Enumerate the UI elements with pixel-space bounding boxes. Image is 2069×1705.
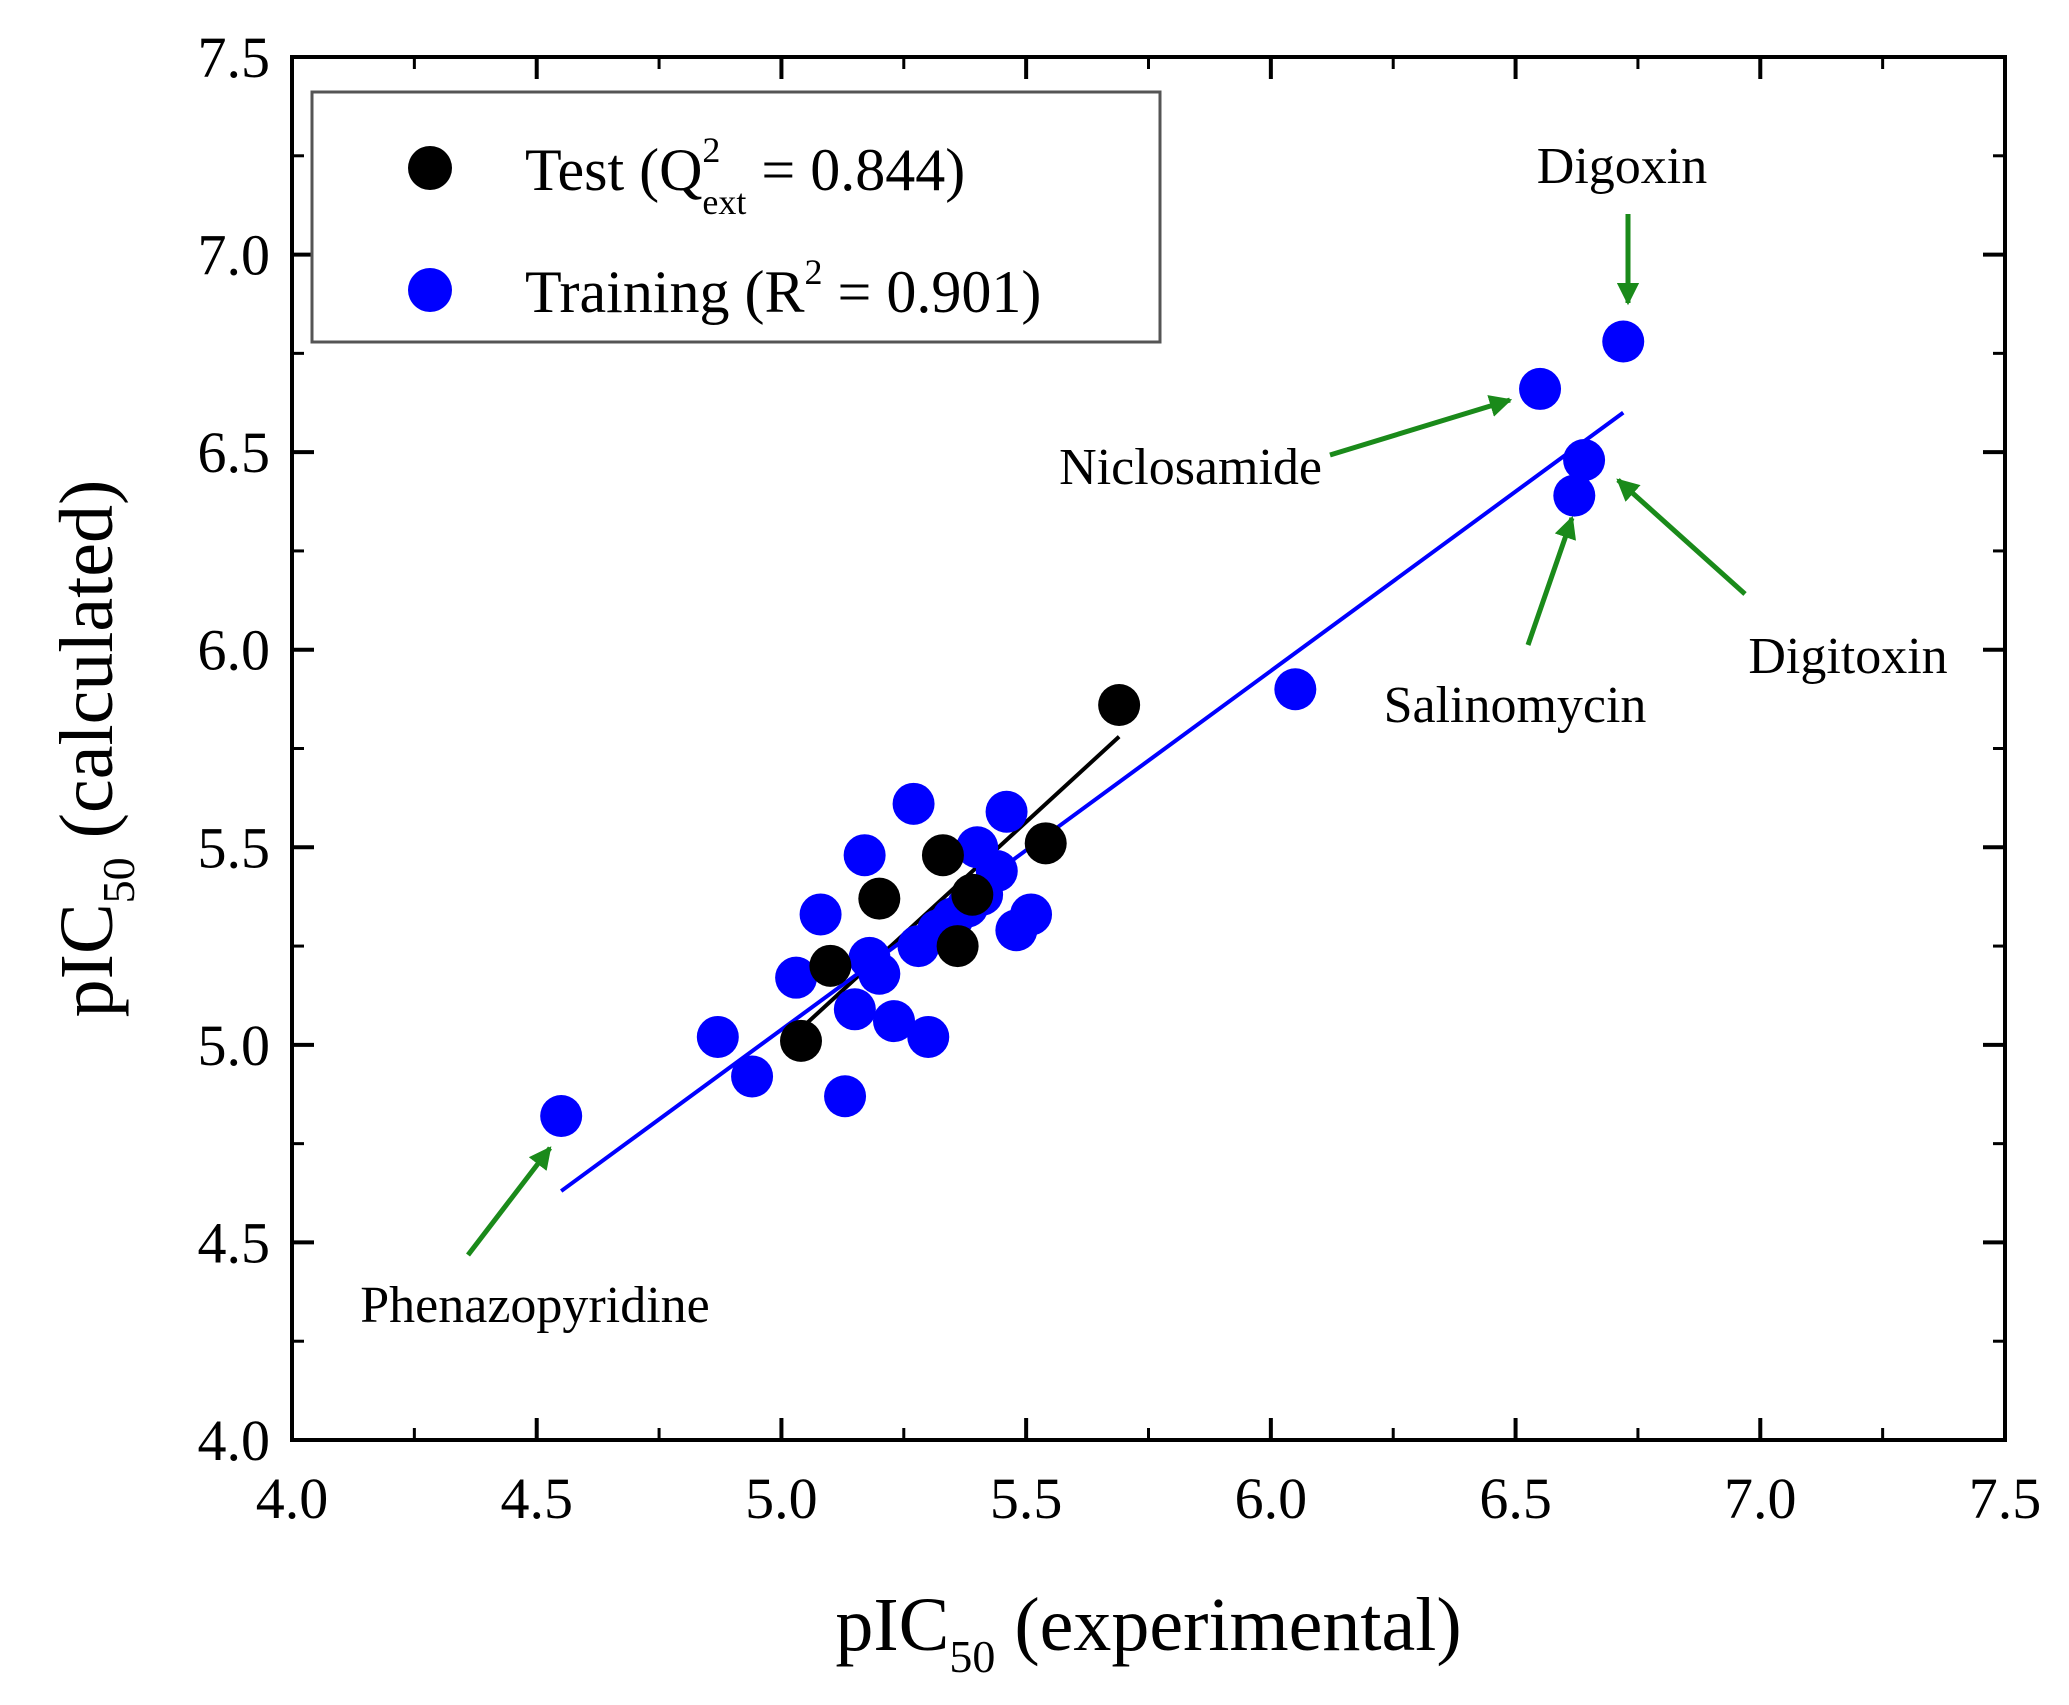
test-point [809, 944, 852, 987]
y-tick-label: 4.5 [198, 1210, 271, 1275]
training-point [872, 1000, 915, 1043]
legend-label-test: Test (Q2 ext = 0.844) [525, 130, 965, 222]
annotation-arrow [1525, 515, 1577, 646]
x-tick-label: 4.0 [256, 1466, 329, 1531]
x-tick-label: 7.0 [1724, 1466, 1797, 1531]
y-tick-label: 7.5 [198, 25, 271, 90]
legend-marker-test [408, 146, 452, 190]
training-point [775, 956, 818, 999]
training-point [907, 1015, 950, 1058]
test-point [936, 925, 979, 968]
training-point [858, 952, 901, 995]
x-tick-label: 6.0 [1235, 1466, 1308, 1531]
training-point [1274, 668, 1317, 711]
y-tick-label: 4.0 [198, 1408, 271, 1473]
x-axis-title: pIC50 (experimental) [835, 1583, 1461, 1682]
test-point [780, 1019, 823, 1062]
y-tick-label: 6.0 [198, 618, 271, 683]
annotation-label: Salinomycin [1384, 677, 1647, 734]
training-point [985, 790, 1028, 833]
training-point [1602, 320, 1645, 363]
annotation-label: Digitoxin [1748, 628, 1947, 685]
annotation-label: Phenazopyridine [360, 1277, 709, 1334]
test-point [921, 834, 964, 877]
x-tick-label: 5.5 [990, 1466, 1063, 1531]
training-point [731, 1055, 774, 1098]
x-tick-label: 4.5 [500, 1466, 573, 1531]
training-point [892, 782, 935, 825]
test-point [951, 873, 994, 916]
y-tick-label: 6.5 [198, 420, 271, 485]
test-point [1024, 822, 1067, 865]
training-point [799, 893, 842, 936]
training-point [1563, 439, 1606, 482]
legend-marker-training [408, 268, 452, 312]
x-tick-label: 7.5 [1969, 1466, 2042, 1531]
training-point [1553, 474, 1596, 517]
annotation-arrow [1616, 478, 1747, 596]
y-tick-label: 5.0 [198, 1013, 271, 1078]
test-point [858, 877, 901, 920]
training-point [540, 1094, 583, 1137]
x-tick-label: 5.0 [745, 1466, 818, 1531]
training-point [833, 988, 876, 1031]
annotation-arrow [1329, 395, 1513, 458]
y-tick-label: 5.5 [198, 815, 271, 880]
annotation-label: Digoxin [1537, 138, 1707, 195]
x-tick-label: 6.5 [1479, 1466, 1552, 1531]
test-point [1098, 684, 1141, 727]
y-axis-title: pIC50 (calculated) [45, 480, 144, 1018]
training-point [1010, 893, 1053, 936]
training-fit-line [560, 411, 1625, 1193]
training-point [1519, 367, 1562, 410]
training-point [696, 1015, 739, 1058]
annotation-arrow [466, 1146, 552, 1257]
y-tick-label: 7.0 [198, 223, 271, 288]
training-point [843, 834, 886, 877]
legend-label-training: Training (R2 = 0.901) [525, 252, 1041, 325]
training-point [824, 1075, 867, 1118]
annotation-label: Niclosamide [1059, 439, 1322, 496]
legend-box [310, 90, 1162, 344]
